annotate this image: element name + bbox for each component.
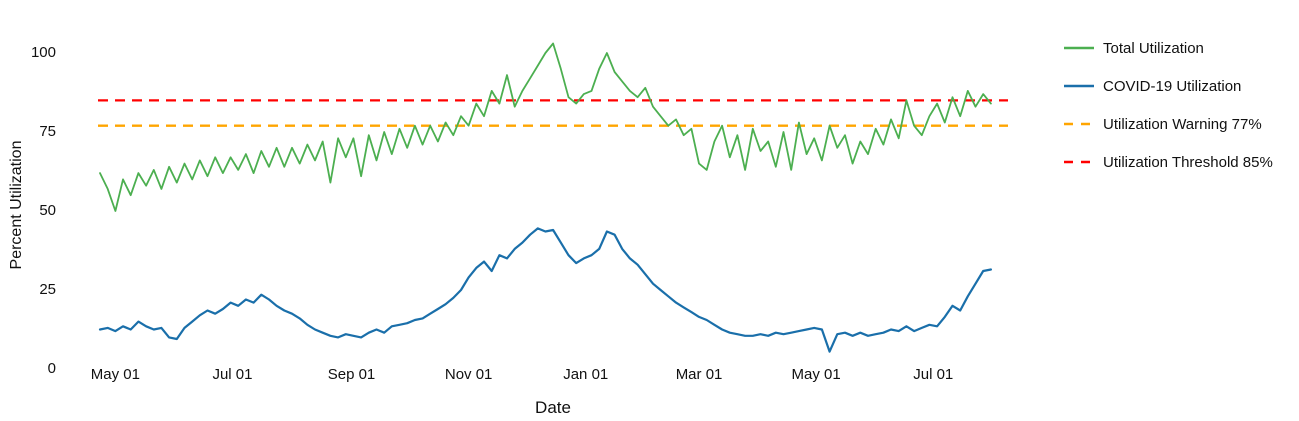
legend-item-utilization-warning: Utilization Warning 77% [1063, 115, 1273, 133]
x-axis-title: Date [535, 398, 571, 417]
y-tick-label: 100 [30, 44, 56, 61]
y-tick-label: 50 [39, 202, 56, 219]
legend-label: Utilization Threshold 85% [1103, 153, 1273, 171]
x-tick-label: Jan 01 [563, 366, 609, 383]
y-tick-label: 25 [39, 281, 56, 298]
x-tick-label: Mar 01 [675, 366, 723, 383]
legend-swatch-solid-green-line [1064, 46, 1094, 50]
legend-label: Utilization Warning 77% [1103, 115, 1262, 133]
legend-swatch-solid-blue-line [1064, 84, 1094, 88]
y-tick-label: 75 [39, 123, 56, 140]
x-tick-label: Sep 01 [327, 366, 376, 383]
legend-swatch-dashed-red-line [1064, 160, 1094, 164]
x-tick-label: Jul 01 [913, 366, 954, 383]
legend-item-utilization-threshold: Utilization Threshold 85% [1063, 153, 1273, 171]
legend-label: Total Utilization [1103, 39, 1204, 57]
covid19-utilization-line [98, 227, 993, 353]
x-tick-label: Jul 01 [212, 366, 253, 383]
legend-item-total-utilization: Total Utilization [1063, 39, 1273, 57]
legend-label: COVID-19 Utilization [1103, 77, 1242, 95]
x-tick-label: Nov 01 [444, 366, 493, 383]
legend: Total Utilization COVID-19 Utilization U… [1063, 39, 1273, 171]
legend-item-covid19-utilization: COVID-19 Utilization [1063, 77, 1273, 95]
total-utilization-line [99, 42, 992, 212]
y-tick-label: 0 [47, 360, 56, 377]
x-tick-label: May 01 [791, 366, 841, 383]
legend-swatch-dashed-orange-line [1064, 122, 1094, 126]
x-tick-label: May 01 [90, 366, 140, 383]
